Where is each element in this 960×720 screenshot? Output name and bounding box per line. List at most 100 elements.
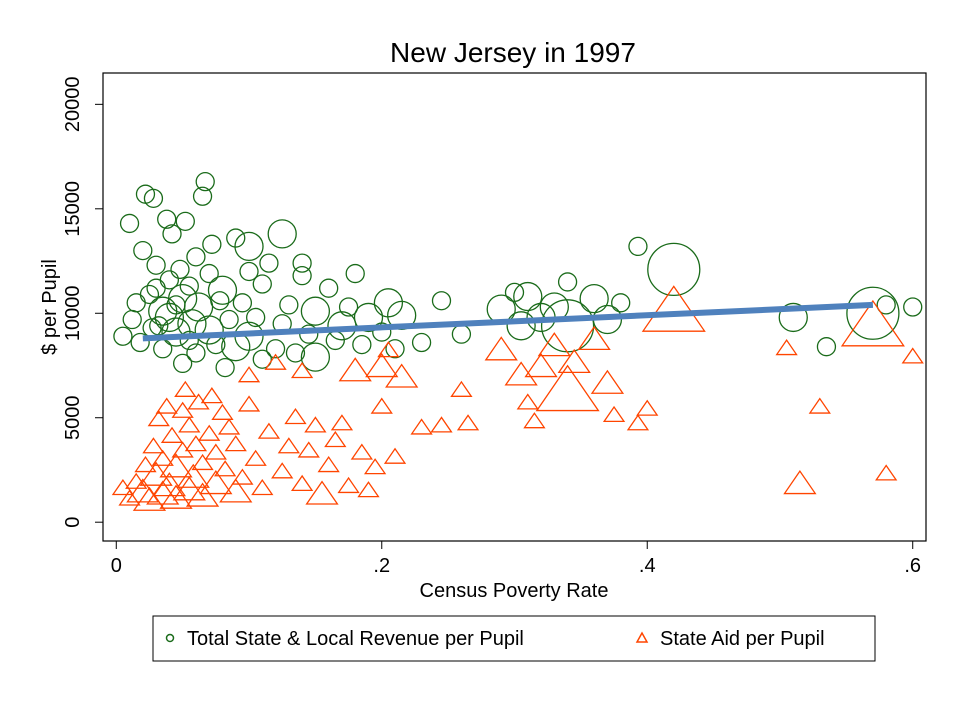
revenue-point xyxy=(143,188,164,209)
revenue-point xyxy=(215,357,235,378)
state-aid-point xyxy=(219,478,253,503)
revenue-point xyxy=(299,324,319,344)
revenue-point xyxy=(246,307,266,328)
state-aid-point xyxy=(199,470,233,495)
revenue-point xyxy=(179,276,199,296)
revenue-point xyxy=(162,224,182,244)
state-aid-point xyxy=(383,447,407,464)
revenue-point xyxy=(239,261,259,282)
state-aid-point xyxy=(363,458,387,475)
state-aid-point xyxy=(284,407,307,425)
state-aid-point xyxy=(160,426,184,443)
revenue-point xyxy=(816,337,837,357)
state-aid-point xyxy=(317,455,340,473)
revenue-point xyxy=(353,302,384,333)
revenue-point xyxy=(876,295,896,315)
revenue-point xyxy=(611,293,631,313)
state-aid-point xyxy=(775,338,798,356)
revenue-point xyxy=(352,334,372,355)
y-axis: 0 5000 10000 15000 20000 xyxy=(62,77,103,528)
state-aid-point xyxy=(257,422,281,439)
state-aid-point xyxy=(159,453,193,478)
fit-line xyxy=(142,301,874,342)
state-aid-point xyxy=(385,363,419,388)
revenue-point xyxy=(207,275,238,305)
state-aid-point xyxy=(217,418,241,435)
state-aid-point xyxy=(147,410,170,427)
revenue-point xyxy=(259,253,279,273)
state-aid-point xyxy=(155,397,178,414)
revenue-point xyxy=(300,296,331,326)
state-aid-point xyxy=(338,357,372,382)
revenue-point xyxy=(232,293,253,313)
state-aid-point xyxy=(430,416,453,433)
revenue-point xyxy=(557,272,578,292)
revenue-point xyxy=(506,311,536,341)
revenue-point xyxy=(119,213,140,234)
revenue-point xyxy=(179,330,199,351)
revenue-point xyxy=(186,343,206,363)
state-aid-point xyxy=(602,405,626,423)
y-tick-label: 0 xyxy=(62,517,84,528)
x-tick-label: .2 xyxy=(373,555,390,577)
state-aid-point xyxy=(271,462,294,479)
state-aid-point xyxy=(450,380,473,397)
revenue-point xyxy=(285,343,306,363)
revenue-point xyxy=(146,255,166,275)
revenue-point xyxy=(279,295,299,315)
revenue-point xyxy=(113,326,133,346)
revenue-point xyxy=(431,291,452,311)
state-aid-point xyxy=(237,395,261,412)
state-aid-point xyxy=(410,418,433,435)
state-aid-point xyxy=(126,478,160,503)
y-tick-label: 5000 xyxy=(62,395,84,440)
state-aid-point xyxy=(134,455,157,473)
state-aid-point xyxy=(370,397,393,414)
revenue-point xyxy=(579,283,609,314)
state-aid-point xyxy=(204,443,227,460)
state-aid-point xyxy=(171,441,194,458)
revenue-point xyxy=(139,284,160,305)
state-aid-point xyxy=(151,449,174,466)
revenue-point xyxy=(219,309,239,330)
y-tick-label: 10000 xyxy=(62,285,84,341)
revenue-point xyxy=(373,288,404,318)
revenue-point xyxy=(300,342,331,372)
revenue-point xyxy=(846,286,900,340)
revenue-point xyxy=(194,315,224,345)
state-aid-point xyxy=(191,453,214,471)
x-tick-label: .4 xyxy=(639,555,656,577)
state-aid-point xyxy=(231,468,254,485)
state-aid-point xyxy=(198,424,221,441)
legend-triangle-marker xyxy=(635,631,649,643)
revenue-point xyxy=(192,186,213,206)
revenue-point xyxy=(411,332,432,353)
legend-label-revenue: Total State & Local Revenue per Pupil xyxy=(187,628,524,650)
state-aid-point xyxy=(305,480,339,505)
state-aid-point xyxy=(237,366,261,383)
state-aid-point xyxy=(290,361,314,379)
state-aid-point xyxy=(213,460,237,477)
state-aid-point xyxy=(264,353,287,370)
revenue-point xyxy=(513,281,543,312)
state-aid-point xyxy=(174,380,197,397)
state-aid-point xyxy=(251,478,274,496)
series-fit-line xyxy=(142,301,874,342)
legend-label-aid: State Aid per Pupil xyxy=(660,628,825,650)
state-aid-point xyxy=(211,403,234,420)
state-aid-point xyxy=(184,435,208,452)
state-aid-point xyxy=(187,393,210,410)
state-aid-point xyxy=(535,364,600,412)
state-aid-point xyxy=(537,332,571,357)
x-axis: 0 .2 .4 .6 xyxy=(111,541,921,577)
state-aid-point xyxy=(577,325,611,351)
state-aid-point xyxy=(118,489,141,506)
state-aid-point xyxy=(171,401,194,418)
state-aid-point xyxy=(783,470,817,495)
state-aid-point xyxy=(172,476,206,501)
state-aid-point xyxy=(456,414,480,431)
state-aid-point xyxy=(523,412,546,429)
x-tick-label: 0 xyxy=(111,555,122,577)
state-aid-point xyxy=(590,369,625,394)
y-tick-label: 15000 xyxy=(62,181,84,237)
